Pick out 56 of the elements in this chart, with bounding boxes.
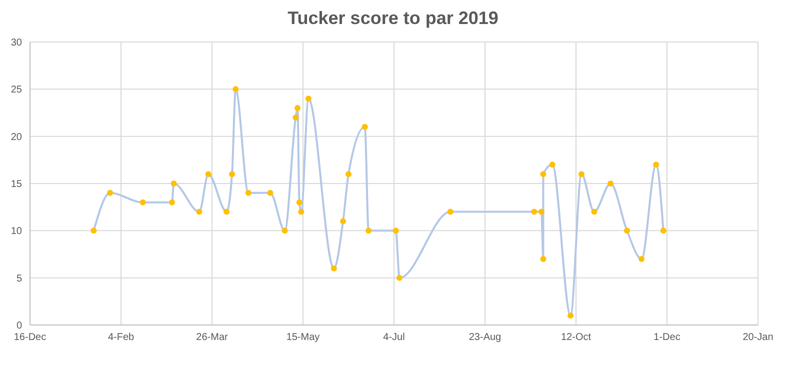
point — [540, 171, 546, 178]
point — [330, 265, 337, 272]
point — [447, 208, 454, 215]
point — [340, 218, 346, 224]
point — [245, 190, 252, 196]
point — [568, 312, 574, 319]
point — [660, 228, 666, 234]
point — [282, 228, 288, 234]
y-tick-label: 5 — [16, 273, 22, 284]
y-tick-label: 20 — [10, 132, 22, 143]
point — [366, 228, 372, 234]
point — [140, 199, 146, 206]
x-tick-label: 1-Dec — [654, 332, 680, 344]
point — [638, 256, 645, 262]
point — [531, 208, 538, 215]
point — [396, 274, 402, 281]
x-tick-label: 4-Feb — [108, 332, 134, 344]
y-tick-label: 10 — [10, 226, 22, 238]
point — [232, 86, 239, 92]
x-tick-label: 16-Dec — [14, 332, 46, 344]
point — [538, 208, 544, 215]
point — [196, 208, 202, 215]
point — [549, 162, 556, 168]
point — [168, 199, 175, 206]
point — [205, 171, 212, 178]
x-tick-label: 20-Jan — [742, 332, 774, 344]
point — [298, 208, 304, 215]
y-tick-label: 25 — [10, 84, 22, 96]
chart-title: Tucker score to par 2019 — [286, 8, 500, 30]
y-tick-label: 30 — [10, 38, 22, 49]
point — [292, 114, 299, 120]
point — [346, 171, 352, 178]
x-tick-label: 12-Oct — [560, 332, 592, 344]
point — [540, 256, 546, 262]
point — [653, 162, 660, 168]
point — [296, 199, 302, 206]
point — [107, 190, 114, 196]
x-tick-label: 26-Mar — [196, 332, 228, 344]
point — [362, 124, 368, 130]
y-tick-label: 15 — [10, 179, 22, 190]
point — [267, 190, 274, 196]
x-tick-label: 15-May — [286, 332, 320, 344]
point — [608, 180, 614, 186]
point — [229, 171, 236, 178]
point — [90, 228, 97, 234]
point — [624, 228, 630, 234]
x-tick-label: 4-Jul — [383, 332, 405, 344]
point — [392, 228, 399, 234]
point — [591, 208, 598, 215]
point — [305, 96, 312, 102]
x-tick-label: 23-Aug — [468, 332, 502, 344]
point — [170, 180, 177, 186]
y-tick-label: 0 — [16, 320, 22, 332]
point — [224, 208, 230, 215]
point — [294, 105, 301, 112]
point — [578, 171, 584, 178]
